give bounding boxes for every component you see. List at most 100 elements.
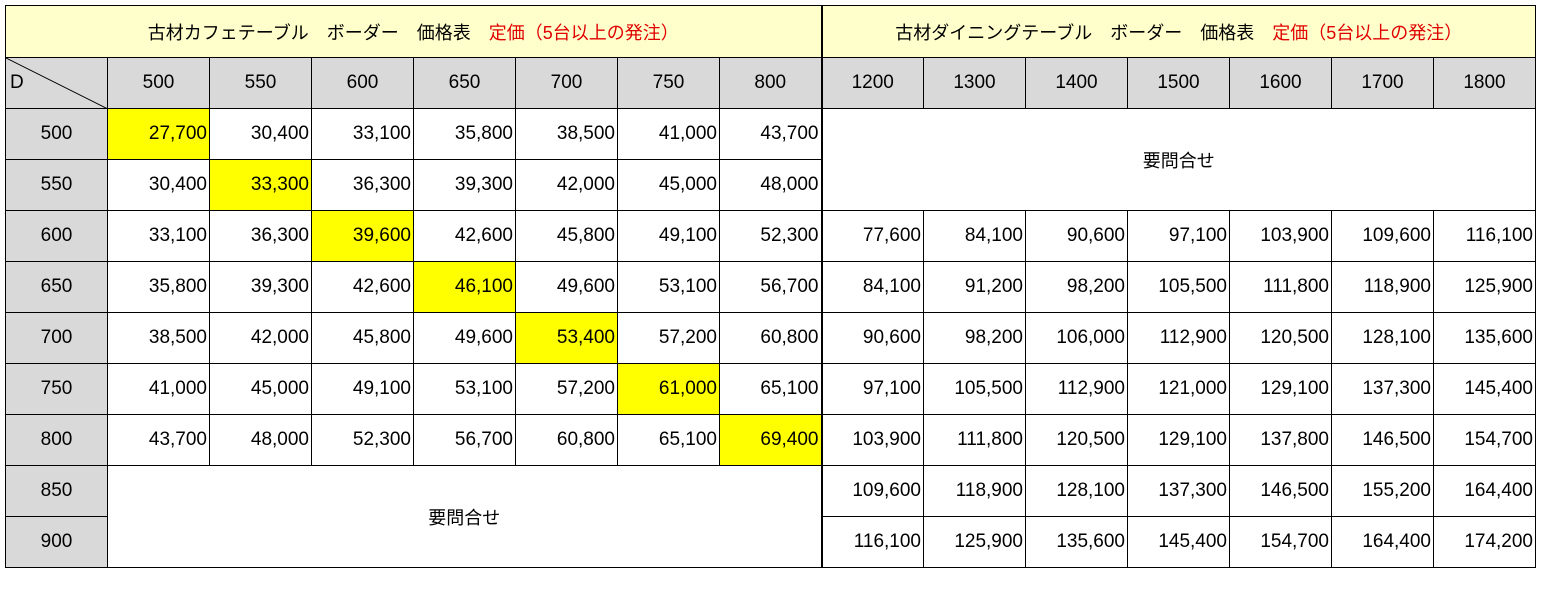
corner-label: D bbox=[10, 72, 24, 93]
table-row: 700 38,500 42,000 45,800 49,600 53,400 57,200 6… bbox=[5, 312, 1536, 364]
price-cell: 49,100 bbox=[617, 210, 720, 262]
price-cell: 33,100 bbox=[311, 108, 414, 160]
price-cell: 43,700 bbox=[719, 108, 823, 160]
price-cell: 97,100 bbox=[1127, 210, 1230, 262]
price-cell: 84,100 bbox=[923, 210, 1026, 262]
table-row: 750 41,000 45,000 49,100 53,100 57,200 61,000 6… bbox=[5, 363, 1536, 415]
price-cell: 111,800 bbox=[1229, 261, 1332, 313]
width-header-650: 650 bbox=[413, 57, 516, 109]
dining-price-note: 定価（5台以上の発注） bbox=[1272, 22, 1463, 43]
price-cell: 91,200 bbox=[923, 261, 1026, 313]
price-cell: 109,600 bbox=[1331, 210, 1434, 262]
title-row: 古材カフェテーブル ボーダー 価格表 定価（5台以上の発注） 古材ダイニングテーブ… bbox=[5, 5, 1536, 58]
price-cell: 52,300 bbox=[719, 210, 823, 262]
price-cell: 38,500 bbox=[515, 108, 618, 160]
width-header-800: 800 bbox=[719, 57, 823, 109]
table-row: 800 43,700 48,000 52,300 56,700 60,800 65,100 6… bbox=[5, 414, 1536, 466]
price-cell: 57,200 bbox=[617, 312, 720, 364]
dining-title-text: 古材ダイニングテーブル ボーダー 価格表 bbox=[895, 22, 1255, 43]
price-cell: 155,200 bbox=[1331, 465, 1434, 517]
depth-header-800: 800 bbox=[5, 414, 108, 466]
price-cell: 128,100 bbox=[1331, 312, 1434, 364]
cafe-table-title: 古材カフェテーブル ボーダー 価格表 定価（5台以上の発注） bbox=[5, 5, 823, 58]
price-cell: 33,100 bbox=[107, 210, 210, 262]
table-row: 500 27,700 30,400 33,100 35,800 38,500 41,000 4… bbox=[5, 108, 1536, 211]
price-cell: 98,200 bbox=[923, 312, 1026, 364]
price-cell: 105,500 bbox=[1127, 261, 1230, 313]
price-cell: 65,100 bbox=[617, 414, 720, 466]
price-cell: 61,000 bbox=[617, 363, 720, 415]
price-cell: 146,500 bbox=[1331, 414, 1434, 466]
cafe-inquiry-cell: 要問合せ bbox=[107, 465, 823, 568]
depth-header-550: 550 bbox=[5, 159, 108, 211]
table-row: 600 33,100 36,300 39,600 42,600 45,800 49,100 5… bbox=[5, 210, 1536, 262]
price-cell: 109,600 bbox=[821, 465, 924, 517]
price-cell: 98,200 bbox=[1025, 261, 1128, 313]
price-cell: 145,400 bbox=[1433, 363, 1536, 415]
price-cell: 60,800 bbox=[719, 312, 823, 364]
price-cell: 125,900 bbox=[1433, 261, 1536, 313]
price-cell: 164,400 bbox=[1331, 516, 1434, 568]
price-cell: 116,100 bbox=[1433, 210, 1536, 262]
price-cell: 45,800 bbox=[515, 210, 618, 262]
price-cell: 57,200 bbox=[515, 363, 618, 415]
table-row: 900 116,100 125,900 135,600 145,400 154,700 16… bbox=[5, 516, 1536, 568]
depth-header-700: 700 bbox=[5, 312, 108, 364]
price-cell: 45,000 bbox=[209, 363, 312, 415]
width-header-1300: 1300 bbox=[923, 57, 1026, 109]
price-cell: 53,100 bbox=[413, 363, 516, 415]
price-cell: 53,400 bbox=[515, 312, 618, 364]
price-cell: 43,700 bbox=[107, 414, 210, 466]
price-cell: 125,900 bbox=[923, 516, 1026, 568]
price-cell: 90,600 bbox=[1025, 210, 1128, 262]
cafe-title-text: 古材カフェテーブル ボーダー 価格表 bbox=[147, 22, 471, 43]
price-cell: 137,300 bbox=[1331, 363, 1434, 415]
depth-header-850: 850 bbox=[5, 465, 108, 517]
price-cell: 42,000 bbox=[209, 312, 312, 364]
price-cell: 41,000 bbox=[107, 363, 210, 415]
depth-header-500: 500 bbox=[5, 108, 108, 160]
price-cell: 118,900 bbox=[1331, 261, 1434, 313]
width-header-700: 700 bbox=[515, 57, 618, 109]
price-cell: 48,000 bbox=[719, 159, 823, 211]
price-cell: 38,500 bbox=[107, 312, 210, 364]
price-cell: 53,100 bbox=[617, 261, 720, 313]
width-header-row: D 500 550 600 650 700 750 800 1200 1300 1400 1500 1… bbox=[5, 57, 1536, 109]
price-cell: 146,500 bbox=[1229, 465, 1332, 517]
width-header-750: 750 bbox=[617, 57, 720, 109]
price-cell: 90,600 bbox=[821, 312, 924, 364]
price-cell: 56,700 bbox=[719, 261, 823, 313]
price-cell: 69,400 bbox=[719, 414, 823, 466]
table-row: 650 35,800 39,300 42,600 46,100 49,600 53,100 5… bbox=[5, 261, 1536, 313]
price-cell: 164,400 bbox=[1433, 465, 1536, 517]
table-row: 850 要問合せ 109,600 118,900 128,100 137,300 146,5… bbox=[5, 465, 1536, 568]
price-cell: 137,300 bbox=[1127, 465, 1230, 517]
price-cell: 105,500 bbox=[923, 363, 1026, 415]
price-cell: 39,600 bbox=[311, 210, 414, 262]
price-cell: 45,800 bbox=[311, 312, 414, 364]
price-cell: 49,600 bbox=[413, 312, 516, 364]
price-cell: 36,300 bbox=[311, 159, 414, 211]
price-cell: 84,100 bbox=[821, 261, 924, 313]
width-header-1600: 1600 bbox=[1229, 57, 1332, 109]
price-cell: 97,100 bbox=[821, 363, 924, 415]
width-header-600: 600 bbox=[311, 57, 414, 109]
width-header-1800: 1800 bbox=[1433, 57, 1536, 109]
price-cell: 111,800 bbox=[923, 414, 1026, 466]
price-cell: 145,400 bbox=[1127, 516, 1230, 568]
price-cell: 39,300 bbox=[209, 261, 312, 313]
dining-table-title: 古材ダイニングテーブル ボーダー 価格表 定価（5台以上の発注） bbox=[821, 5, 1536, 58]
price-cell: 77,600 bbox=[821, 210, 924, 262]
width-header-1400: 1400 bbox=[1025, 57, 1128, 109]
cafe-price-note: 定価（5台以上の発注） bbox=[488, 22, 679, 43]
price-cell: 112,900 bbox=[1025, 363, 1128, 415]
price-cell: 116,100 bbox=[821, 516, 924, 568]
price-cell: 56,700 bbox=[413, 414, 516, 466]
price-cell: 35,800 bbox=[413, 108, 516, 160]
price-cell: 103,900 bbox=[1229, 210, 1332, 262]
width-header-1200: 1200 bbox=[821, 57, 924, 109]
width-header-1700: 1700 bbox=[1331, 57, 1434, 109]
price-cell: 45,000 bbox=[617, 159, 720, 211]
price-cell: 49,100 bbox=[311, 363, 414, 415]
price-cell: 42,600 bbox=[311, 261, 414, 313]
